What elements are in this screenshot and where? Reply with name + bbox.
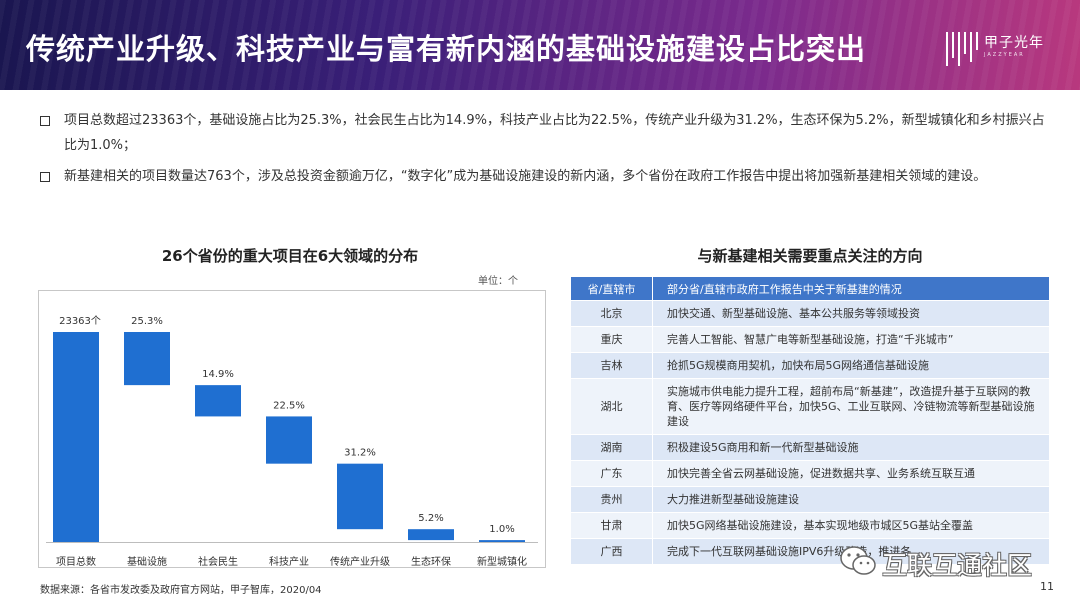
category-label-5: 传统产业升级 [330,555,390,568]
data-label-3: 14.9% [202,369,234,380]
table-row: 北京 加快交通、新型基础设施、基本公共服务等领域投资 [570,300,1050,327]
category-label-6: 生态环保 [411,555,451,568]
chart-title: 26个省份的重大项目在6大领域的分布 [161,247,419,265]
content-cell: 加快交通、新型基础设施、基本公共服务等领域投资 [652,300,1050,327]
bullet-item: 新基建相关的项目数量达763个，涉及总投资金额逾万亿，“数字化”成为基础设施建设… [40,164,1050,189]
content-cell: 积极建设5G商用和新一代新型基础设施 [652,434,1050,461]
data-label-5: 31.2% [344,448,376,459]
page-number: 11 [1040,580,1054,593]
table-row: 贵州 大力推进新型基础设施建设 [570,486,1050,513]
data-label-4: 22.5% [273,400,305,411]
table-header-province: 省/直辖市 [570,276,653,301]
bullet-square-icon [40,172,50,182]
wechat-icon [840,546,876,575]
header-banner: 传统产业升级、科技产业与富有新内涵的基础设施建设占比突出 甲子光年 JAZZYE… [0,0,1080,90]
table-row: 广东 加快完善全省云网基础设施，促进数据共享、业务系统互联互通 [570,460,1050,487]
category-label-4: 科技产业 [269,555,309,568]
data-label-7: 1.0% [489,524,514,535]
bar-1 [53,332,99,542]
table-title: 与新基建相关需要重点关注的方向 [697,247,923,265]
bar-5 [337,463,383,530]
table-header-content: 部分省/直辖市政府工作报告中关于新基建的情况 [652,276,1050,301]
bar-7 [479,540,525,543]
watermark-text: 互联互通社区 [882,551,1033,580]
table-row: 湖北 实施城市供电能力提升工程，超前布局“新基建”，改造提升基于互联网的教育、医… [570,378,1050,435]
category-label-1: 项目总数 [56,555,96,568]
table-row: 吉林 抢抓5G规模商用契机，加快布局5G网络通信基础设施 [570,352,1050,379]
bullet-text: 项目总数超过23363个，基础设施占比为25.3%，社会民生占比为14.9%，科… [64,113,1045,153]
province-cell: 湖南 [570,434,653,461]
province-cell: 北京 [570,300,653,327]
province-cell: 广东 [570,460,653,487]
bar-4 [266,416,312,464]
bullet-list: 项目总数超过23363个，基础设施占比为25.3%，社会民生占比为14.9%，科… [40,108,1050,195]
bar-3 [195,385,241,417]
chart-frame [38,290,546,568]
category-label-7: 新型城镇化 [477,555,527,568]
content-cell: 完善人工智能、智慧广电等新型基础设施，打造“千兆城市” [652,326,1050,353]
data-label-6: 5.2% [418,513,443,524]
logo: 甲子光年 JAZZYEAR [944,30,1054,70]
logo-subtext: JAZZYEAR [984,52,1025,58]
province-cell: 湖北 [570,378,653,435]
watermark: 互联互通社区 [838,544,1068,582]
category-label-3: 社会民生 [198,555,238,568]
table-row: 甘肃 加快5G网络基础设施建设，基本实现地级市城区5G基站全覆盖 [570,512,1050,539]
province-cell: 广西 [570,538,653,565]
data-label-1: 23363个 [59,315,101,327]
content-cell: 加快5G网络基础设施建设，基本实现地级市城区5G基站全覆盖 [652,512,1050,539]
data-source-note: 数据来源：各省市发改委及政府官方网站，甲子智库，2020/04 [40,585,322,596]
content-cell: 加快完善全省云网基础设施，促进数据共享、业务系统互联互通 [652,460,1050,487]
province-cell: 贵州 [570,486,653,513]
page-title: 传统产业升级、科技产业与富有新内涵的基础设施建设占比突出 [26,32,867,66]
content-cell: 实施城市供电能力提升工程，超前布局“新基建”，改造提升基于互联网的教育、医疗等网… [652,378,1050,435]
table-row: 重庆 完善人工智能、智慧广电等新型基础设施，打造“千兆城市” [570,326,1050,353]
table-row: 湖南 积极建设5G商用和新一代新型基础设施 [570,434,1050,461]
category-label-2: 基础设施 [127,555,167,568]
bullet-text: 新基建相关的项目数量达763个，涉及总投资金额逾万亿，“数字化”成为基础设施建设… [64,169,987,184]
bar-2 [124,332,170,386]
content-cell: 大力推进新型基础设施建设 [652,486,1050,513]
bar-6 [408,529,454,541]
bullet-square-icon [40,116,50,126]
logo-text: 甲子光年 [984,35,1044,51]
logo-mark-icon [946,32,978,66]
province-cell: 重庆 [570,326,653,353]
chart-unit-label: 单位：个 [478,276,518,287]
bullet-item: 项目总数超过23363个，基础设施占比为25.3%，社会民生占比为14.9%，科… [40,108,1050,158]
data-label-2: 25.3% [131,316,163,327]
table-header-row: 省/直辖市 部分省/直辖市政府工作报告中关于新基建的情况 [570,276,1050,301]
province-cell: 甘肃 [570,512,653,539]
province-table: 省/直辖市 部分省/直辖市政府工作报告中关于新基建的情况 北京 加快交通、新型基… [570,276,1050,565]
content-cell: 抢抓5G规模商用契机，加快布局5G网络通信基础设施 [652,352,1050,379]
province-cell: 吉林 [570,352,653,379]
